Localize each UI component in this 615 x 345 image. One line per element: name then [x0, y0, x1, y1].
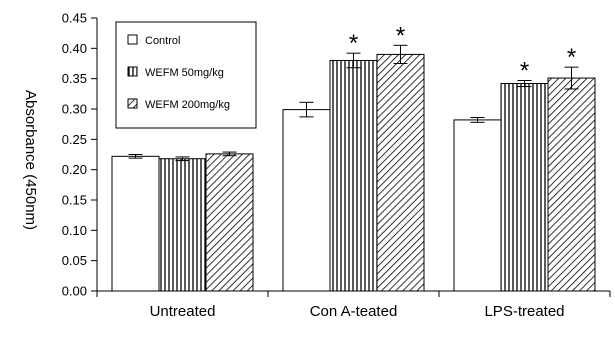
- y-tick-label: 0.30: [62, 102, 87, 117]
- bar: [500, 83, 549, 292]
- legend-swatch: [127, 66, 138, 77]
- y-axis: 0.00 0.05 0.10 0.15 0.20 0.25 0.30 0.35 0.40 0.45: [62, 11, 98, 299]
- y-tick-label: 0.00: [62, 284, 87, 299]
- y-tick-label: 0.20: [62, 162, 87, 177]
- y-axis-label: Absorbance (450nm): [22, 90, 39, 230]
- significance-marker: *: [520, 57, 529, 84]
- legend-box: [115, 21, 257, 129]
- y-tick-label: 0.45: [62, 11, 87, 26]
- bar: [111, 155, 160, 292]
- bar: [205, 153, 254, 292]
- y-tick-label: 0.15: [62, 193, 87, 208]
- y-tick-label: 0.25: [62, 132, 87, 147]
- legend-label: Control: [145, 35, 180, 47]
- bar: [547, 77, 596, 292]
- bar: [329, 59, 378, 292]
- y-tick-label: 0.05: [62, 253, 87, 268]
- legend-label: WEFM 200mg/kg: [145, 99, 230, 111]
- y-tick-label: 0.10: [62, 223, 87, 238]
- bar: [376, 53, 425, 292]
- bar: [282, 109, 331, 292]
- legend-swatch: [127, 34, 138, 45]
- bar: [453, 119, 502, 292]
- y-tick-label: 0.35: [62, 71, 87, 86]
- legend-swatch: [127, 98, 138, 109]
- x-tick-label: LPS-treated: [484, 303, 564, 320]
- x-tick-label: Con A-teated: [310, 303, 398, 320]
- x-tick-label: Untreated: [150, 303, 216, 320]
- legend: Control WEFM 50mg/kg WEFM 200mg/kg: [115, 21, 257, 129]
- x-axis: Untreated Con A-teated LPS-treated: [96, 290, 611, 320]
- significance-marker: *: [567, 44, 576, 71]
- bar: [158, 158, 207, 292]
- legend-label: WEFM 50mg/kg: [145, 67, 224, 79]
- plot-area: * * * *: [111, 22, 596, 292]
- y-tick-label: 0.40: [62, 41, 87, 56]
- significance-marker: *: [396, 22, 405, 49]
- significance-marker: *: [349, 30, 358, 57]
